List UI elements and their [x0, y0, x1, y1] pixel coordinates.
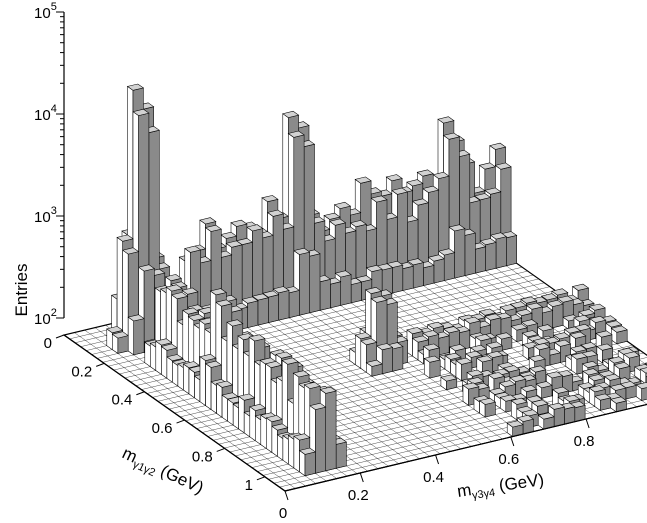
z-axis-label: Entries: [12, 264, 31, 317]
lego-bar: [441, 375, 457, 390]
x-tick-label: 0.4: [112, 392, 133, 409]
x-tick: [56, 335, 64, 338]
lego-bar: [595, 394, 611, 411]
y-tick-label: 0.4: [423, 469, 444, 486]
lego-bar: [611, 326, 627, 344]
lego-bar: [128, 315, 144, 355]
y-tick-label: 0: [279, 505, 287, 522]
y-tick: [360, 473, 363, 482]
z-tick-label: 104: [34, 103, 57, 124]
y-tick: [511, 437, 514, 446]
y-axis-label-unit: (GeV): [493, 470, 545, 496]
x-tick: [136, 392, 144, 395]
x-tick: [217, 448, 225, 451]
lego-bar: [366, 360, 382, 376]
y-axis-label-main: m: [456, 480, 473, 501]
y-tick-label: 0.6: [498, 451, 519, 468]
lego-bar: [300, 448, 316, 476]
x-tick-label: 0.2: [71, 363, 92, 380]
z-tick-label: 103: [34, 205, 57, 226]
lego-bar: [112, 332, 128, 354]
z-tick-label: 102: [34, 307, 57, 328]
y-axis-label: mγ3γ4 (GeV): [456, 470, 546, 504]
y-tick: [436, 455, 439, 464]
x-tick: [177, 420, 185, 423]
y-tick: [285, 491, 288, 500]
x-tick-label: 1: [245, 477, 253, 494]
x-tick-label: 0: [44, 335, 52, 352]
z-tick-label: 105: [34, 1, 57, 22]
y-tick: [586, 419, 589, 428]
lego-bar: [480, 398, 496, 417]
x-tick-label: 0.8: [192, 448, 213, 465]
y-axis-label-sub: γ3γ4: [471, 487, 496, 502]
x-tick-label: 0.6: [152, 420, 173, 437]
lego-bar: [636, 382, 647, 400]
lego-bar: [536, 382, 552, 399]
y-tick-label: 0.2: [348, 487, 369, 504]
x-tick: [257, 477, 265, 480]
lego-bar: [424, 356, 440, 378]
y-tick-label: 0.8: [574, 433, 595, 450]
x-tick: [96, 363, 104, 366]
